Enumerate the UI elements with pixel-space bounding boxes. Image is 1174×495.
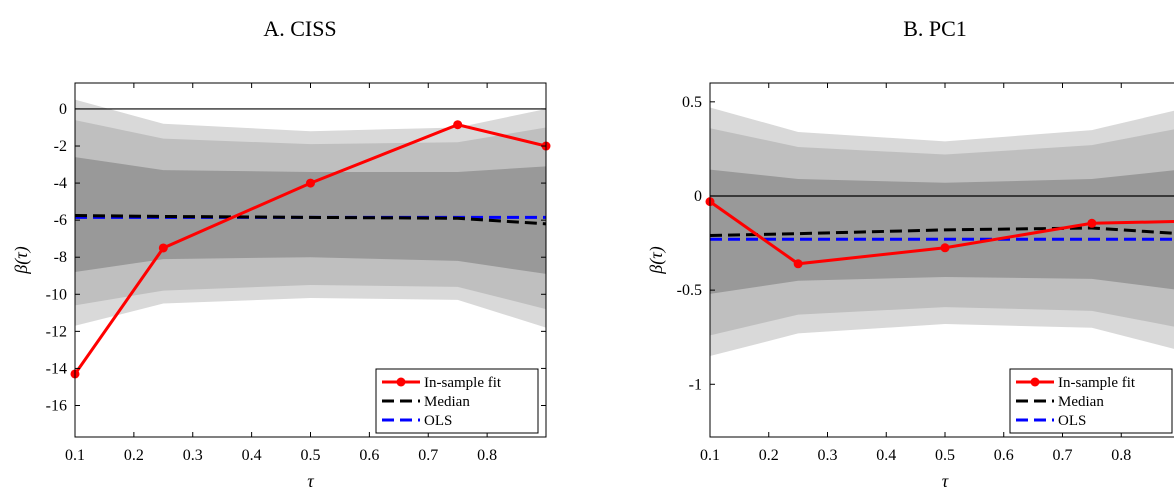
legend-label-median: Median bbox=[424, 394, 470, 410]
x-tick-label: 0.4 bbox=[876, 447, 896, 464]
x-tick-label: 0.5 bbox=[301, 447, 321, 464]
y-tick-label: -0.5 bbox=[677, 282, 702, 299]
series-line-median bbox=[710, 226, 1174, 238]
data-point-in-sample-fit bbox=[793, 259, 803, 269]
x-tick-label: 0.6 bbox=[994, 447, 1014, 464]
y-tick-label: -1 bbox=[689, 376, 702, 393]
x-axis-label: τ bbox=[942, 471, 949, 491]
legend-label-ols: OLS bbox=[424, 413, 452, 429]
chart-title: A. CISS bbox=[263, 16, 336, 41]
x-tick-label: 0.1 bbox=[700, 447, 720, 464]
legend: In-sample fit Median OLS bbox=[1009, 368, 1173, 434]
legend-label-in-sample-fit: In-sample fit bbox=[1058, 375, 1136, 391]
data-point-in-sample-fit bbox=[306, 178, 315, 188]
y-tick-label: -4 bbox=[54, 175, 67, 192]
y-tick-label: 0 bbox=[694, 188, 702, 205]
x-tick-label: 0.4 bbox=[242, 447, 262, 464]
x-tick-label: 0.7 bbox=[418, 447, 438, 464]
y-tick-label: -12 bbox=[46, 323, 67, 340]
plot-area bbox=[75, 99, 546, 375]
legend-label-in-sample-fit: In-sample fit bbox=[424, 375, 502, 391]
x-tick-label: 0.2 bbox=[124, 447, 144, 464]
y-tick-label: -8 bbox=[54, 249, 67, 266]
y-tick-label: -2 bbox=[54, 138, 67, 155]
y-tick-label: -16 bbox=[46, 397, 67, 414]
y-axis-label: β(τ) bbox=[646, 246, 667, 274]
chart-title: B. PC1 bbox=[903, 16, 967, 41]
data-point-in-sample-fit bbox=[940, 243, 950, 253]
x-axis-label: τ bbox=[307, 471, 314, 491]
legend-label-median: Median bbox=[1058, 394, 1104, 410]
y-tick-label: -6 bbox=[54, 212, 67, 229]
plot-area bbox=[710, 107, 1174, 357]
x-tick-label: 0.6 bbox=[359, 447, 379, 464]
y-tick-label: -10 bbox=[46, 286, 67, 303]
x-tick-label: 0.8 bbox=[477, 447, 497, 464]
data-point-in-sample-fit bbox=[158, 243, 168, 253]
y-tick-label: -14 bbox=[46, 360, 67, 377]
series-line-median bbox=[75, 214, 546, 226]
band-inner bbox=[75, 157, 546, 274]
band-inner bbox=[710, 169, 1174, 294]
x-tick-label: 0.1 bbox=[65, 447, 85, 464]
legend-marker-in-sample-fit bbox=[1030, 377, 1040, 387]
legend-label-ols: OLS bbox=[1058, 413, 1086, 429]
x-tick-label: 0.3 bbox=[818, 447, 838, 464]
x-tick-label: 0.5 bbox=[935, 447, 955, 464]
legend-marker-in-sample-fit bbox=[396, 377, 406, 387]
y-axis-label: β(τ) bbox=[11, 246, 32, 274]
x-tick-label: 0.7 bbox=[1053, 447, 1073, 464]
data-point-in-sample-fit bbox=[453, 120, 463, 130]
data-point-in-sample-fit bbox=[1087, 218, 1097, 228]
x-tick-label: 0.3 bbox=[183, 447, 203, 464]
y-tick-label: 0 bbox=[59, 101, 67, 118]
chart-panel-1: A. CISS 0.1 0.2 0.3 0.4 0.5 0.6 0.7 0.8 0 -2 -4 -6 -8… bbox=[11, 16, 551, 491]
chart-panel-2: B. PC1 0.1 0.2 0.3 0.4 0.5 0.6 0.7 0.8 0.5 0 -0.5 -1… bbox=[646, 16, 1174, 491]
x-tick-label: 0.8 bbox=[1111, 447, 1131, 464]
x-tick-label: 0.2 bbox=[759, 447, 779, 464]
y-tick-label: 0.5 bbox=[682, 94, 702, 111]
legend: In-sample fit Median OLS bbox=[375, 368, 539, 434]
